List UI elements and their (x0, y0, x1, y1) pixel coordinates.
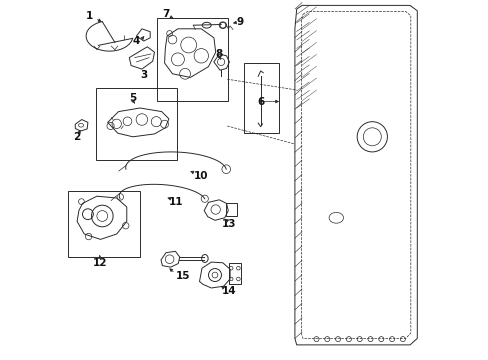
Text: 9: 9 (236, 17, 243, 27)
Text: 4: 4 (133, 36, 140, 46)
Bar (229, 263, 241, 284)
Text: 7: 7 (162, 9, 169, 19)
Text: 13: 13 (222, 219, 236, 229)
Text: 11: 11 (168, 197, 183, 207)
Text: 15: 15 (176, 271, 190, 282)
Text: 6: 6 (257, 96, 264, 107)
Bar (68, 191, 140, 257)
Text: 8: 8 (215, 49, 223, 59)
Text: 14: 14 (221, 286, 236, 296)
Bar (157, 18, 227, 101)
Text: 10: 10 (194, 171, 208, 181)
Text: 2: 2 (73, 132, 81, 142)
Text: 1: 1 (85, 11, 92, 21)
Text: 3: 3 (141, 70, 148, 80)
Bar (244, 63, 278, 133)
Bar (226, 203, 237, 216)
Bar (96, 88, 177, 160)
Text: 12: 12 (92, 258, 107, 268)
Text: 5: 5 (129, 93, 136, 103)
